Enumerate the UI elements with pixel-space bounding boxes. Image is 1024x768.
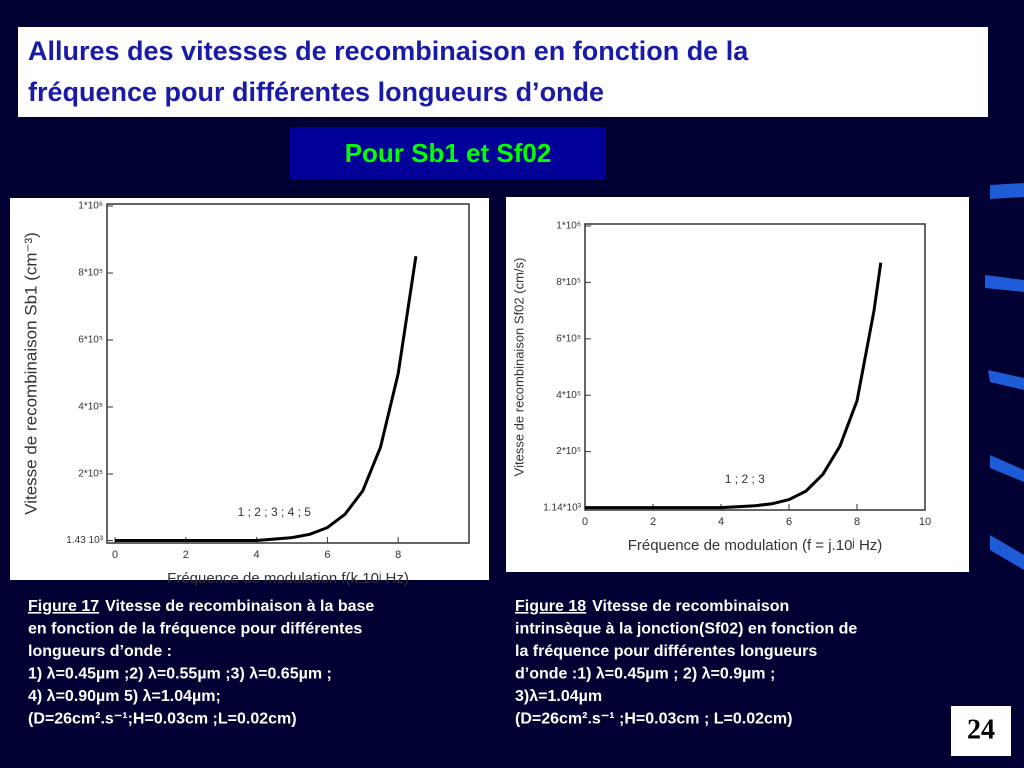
y-tick-label: 8*10⁵ xyxy=(78,268,103,279)
caption-label: Figure 17 xyxy=(28,598,99,615)
caption-line: 4) λ=0.90µm 5) λ=1.04µm; xyxy=(28,688,221,705)
annotation: 1 ; 2 ; 3 xyxy=(725,472,765,486)
y-tick-label: 4*10⁵ xyxy=(78,402,103,413)
x-tick-label: 6 xyxy=(324,549,330,561)
subtitle-box xyxy=(290,127,606,179)
title-line: Allures des vitesses de recombinaison en… xyxy=(28,36,749,66)
y-tick-label: 8*10⁵ xyxy=(556,277,581,288)
figure-panel xyxy=(10,198,489,580)
data-line xyxy=(115,256,418,543)
caption-line: (D=26cm².s⁻¹ ;H=0.03cm ; L=0.02cm) xyxy=(515,711,792,728)
x-tick-label: 10 xyxy=(919,516,931,528)
caption-line: intrinsèque à la jonction(Sf02) en fonct… xyxy=(515,621,857,638)
y-tick-label: 1.43 10³ xyxy=(66,535,103,546)
decoration xyxy=(985,183,1024,570)
x-tick-label: 6 xyxy=(786,516,792,528)
subtitle: Pour Sb1 et Sf02 xyxy=(345,138,552,168)
caption-line: 1) λ=0.45µm ;2) λ=0.55µm ;3) λ=0.65µm ; xyxy=(28,666,332,683)
caption-text: Vitesse de recombinaison à la base xyxy=(105,598,374,615)
caption-line: 3)λ=1.04µm xyxy=(515,688,602,705)
y-axis-label: Vitesse de recombinaison Sb1 (cm⁻³) xyxy=(21,232,40,515)
caption-line: en fonction de la fréquence pour différe… xyxy=(28,621,362,638)
caption-line: Figure 18 Vitesse de recombinaison xyxy=(515,598,789,615)
y-tick-label: 2*10⁵ xyxy=(556,446,581,457)
plot-frame xyxy=(584,223,926,511)
figure-panel xyxy=(506,197,969,572)
x-tick-label: 8 xyxy=(854,516,860,528)
x-tick-label: 4 xyxy=(718,516,724,528)
caption-label: Figure 18 xyxy=(515,598,586,615)
caption-line: la fréquence pour différentes longueurs xyxy=(515,643,817,660)
x-tick-label: 0 xyxy=(582,516,588,528)
x-tick-label: 4 xyxy=(254,549,260,561)
x-axis-label: Fréquence de modulation f(k.10ʲ Hz) xyxy=(167,570,409,587)
x-tick-label: 2 xyxy=(183,549,189,561)
caption-text: Vitesse de recombinaison xyxy=(592,598,789,615)
y-tick-label: 1.14*10³ xyxy=(543,502,581,513)
caption-line: (D=26cm².s⁻¹;H=0.03cm ;L=0.02cm) xyxy=(28,711,297,728)
y-tick-label: 1*10⁶ xyxy=(556,221,581,232)
y-tick-label: 2*10⁵ xyxy=(78,469,103,480)
y-tick-label: 6*10⁵ xyxy=(556,333,581,344)
caption-line: Figure 17 Vitesse de recombinaison à la b… xyxy=(28,598,374,615)
y-tick-label: 1*10⁶ xyxy=(78,201,103,212)
annotation: 1 ; 2 ; 3 ; 4 ; 5 xyxy=(238,505,312,519)
caption-line: longueurs d’onde : xyxy=(28,643,172,660)
plot-frame xyxy=(106,203,470,544)
x-tick-label: 2 xyxy=(650,516,656,528)
x-tick-label: 8 xyxy=(395,549,401,561)
page-number: 24 xyxy=(967,714,995,745)
y-axis-label: Vitesse de recombinaison Sf02 (cm/s) xyxy=(511,258,526,477)
title-box xyxy=(18,27,988,117)
title-line: fréquence pour différentes longueurs d’o… xyxy=(28,77,604,107)
y-tick-label: 6*10⁵ xyxy=(78,335,103,346)
x-tick-label: 0 xyxy=(112,549,118,561)
page-number-box xyxy=(951,706,1011,756)
y-tick-label: 4*10⁵ xyxy=(556,390,581,401)
x-axis-label: Fréquence de modulation (f = j.10ʲ Hz) xyxy=(628,537,883,554)
data-line xyxy=(585,262,883,510)
caption-line: d’onde :1) λ=0.45µm ; 2) λ=0.9µm ; xyxy=(515,666,775,683)
